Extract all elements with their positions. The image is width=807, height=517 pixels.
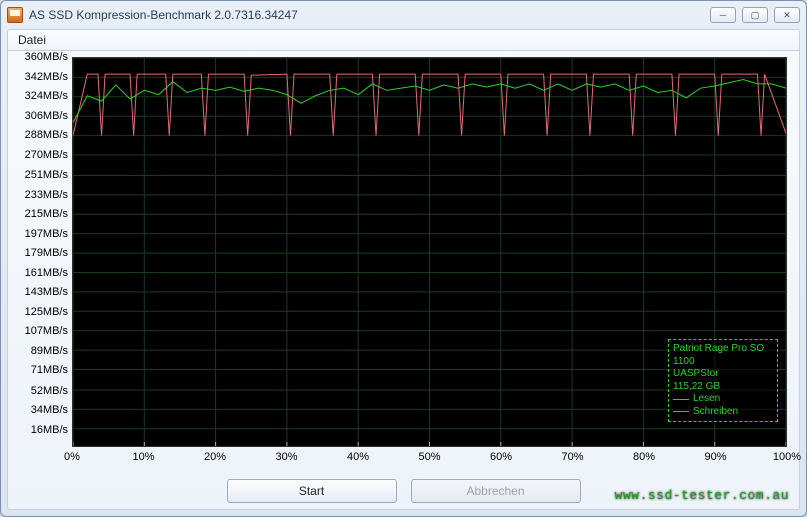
x-axis-labels: 0%10%20%30%40%50%60%70%80%90%100%	[72, 449, 787, 469]
legend-swatch-write	[673, 411, 689, 412]
y-tick-label: 107MB/s	[25, 325, 68, 337]
x-tick-label: 80%	[633, 451, 655, 463]
chart-plot: Patriot Rage Pro SO 1100 UASPStor 115,22…	[72, 57, 787, 447]
cancel-button: Abbrechen	[411, 479, 581, 503]
legend-entry-write: Schreiben	[673, 406, 773, 419]
legend-swatch-read	[673, 399, 689, 400]
legend-label-write: Schreiben	[693, 406, 738, 419]
menu-file[interactable]: Datei	[18, 33, 46, 47]
window-title: AS SSD Kompression-Benchmark 2.0.7316.34…	[29, 8, 298, 22]
y-tick-label: 270MB/s	[25, 149, 68, 161]
y-tick-label: 179MB/s	[25, 247, 68, 259]
legend-label-read: Lesen	[693, 393, 720, 406]
legend-fw: 1100	[673, 356, 773, 369]
x-tick-label: 50%	[418, 451, 440, 463]
x-tick-label: 0%	[64, 451, 80, 463]
y-axis-labels: 360MB/s342MB/s324MB/s306MB/s288MB/s270MB…	[14, 57, 72, 447]
window-controls: ─ ▢ ✕	[710, 7, 800, 23]
legend-entry-read: Lesen	[673, 393, 773, 406]
menubar: Datei	[7, 29, 800, 51]
close-button[interactable]: ✕	[774, 7, 800, 23]
legend-box: Patriot Rage Pro SO 1100 UASPStor 115,22…	[668, 339, 778, 422]
x-tick-label: 30%	[275, 451, 297, 463]
y-tick-label: 251MB/s	[25, 169, 68, 181]
x-tick-label: 40%	[347, 451, 369, 463]
y-tick-label: 71MB/s	[31, 364, 68, 376]
minimize-button[interactable]: ─	[710, 7, 736, 23]
y-tick-label: 306MB/s	[25, 110, 68, 122]
x-tick-label: 70%	[561, 451, 583, 463]
y-tick-label: 161MB/s	[25, 267, 68, 279]
x-tick-label: 20%	[204, 451, 226, 463]
legend-capacity: 115,22 GB	[673, 381, 773, 394]
y-tick-label: 52MB/s	[31, 385, 68, 397]
y-tick-label: 342MB/s	[25, 71, 68, 83]
app-window: AS SSD Kompression-Benchmark 2.0.7316.34…	[0, 0, 807, 517]
legend-driver: UASPStor	[673, 368, 773, 381]
x-tick-label: 90%	[704, 451, 726, 463]
y-tick-label: 233MB/s	[25, 189, 68, 201]
x-tick-label: 10%	[132, 451, 154, 463]
start-button[interactable]: Start	[227, 479, 397, 503]
app-icon	[7, 7, 23, 23]
y-tick-label: 143MB/s	[25, 286, 68, 298]
y-tick-label: 288MB/s	[25, 129, 68, 141]
y-tick-label: 34MB/s	[31, 404, 68, 416]
x-tick-label: 100%	[773, 451, 801, 463]
chart-region: 360MB/s342MB/s324MB/s306MB/s288MB/s270MB…	[14, 55, 793, 469]
y-tick-label: 16MB/s	[31, 424, 68, 436]
legend-device: Patriot Rage Pro SO	[673, 343, 773, 356]
y-tick-label: 324MB/s	[25, 90, 68, 102]
watermark: www.ssd-tester.com.au	[615, 488, 789, 503]
y-tick-label: 197MB/s	[25, 228, 68, 240]
y-tick-label: 360MB/s	[25, 51, 68, 63]
maximize-button[interactable]: ▢	[742, 7, 768, 23]
titlebar[interactable]: AS SSD Kompression-Benchmark 2.0.7316.34…	[1, 1, 806, 29]
x-tick-label: 60%	[490, 451, 512, 463]
client-area: 360MB/s 342MB/s 324MB/s 306MB/s 288MB/s 270MB…	[7, 51, 800, 510]
y-tick-label: 89MB/s	[31, 345, 68, 357]
y-tick-label: 125MB/s	[25, 306, 68, 318]
y-tick-label: 215MB/s	[25, 208, 68, 220]
